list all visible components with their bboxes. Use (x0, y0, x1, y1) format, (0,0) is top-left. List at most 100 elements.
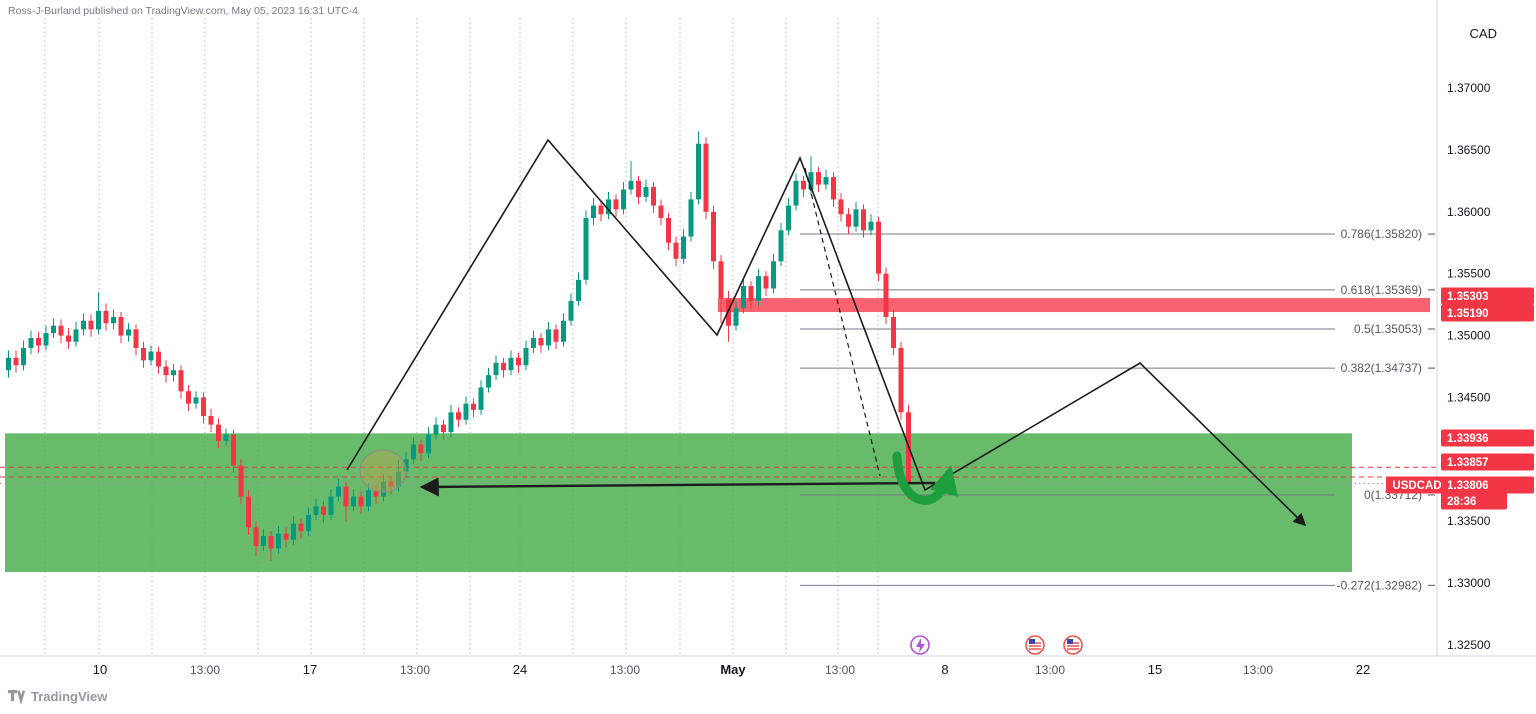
candle (148, 351, 154, 361)
demand-zone-rect[interactable] (5, 433, 1352, 572)
candle (786, 205, 791, 231)
candle (156, 351, 161, 367)
candle (868, 221, 874, 231)
reversal-curved-arrow[interactable] (892, 451, 958, 505)
event-markers-layer[interactable] (910, 635, 1083, 655)
candle (81, 320, 86, 330)
candle (186, 391, 191, 404)
candle (351, 496, 356, 507)
projection-zigzag-path[interactable] (346, 138, 1307, 527)
candle (673, 242, 679, 259)
fib-retracement-layer[interactable]: 0.786(1.35820) 0.618(1.35369) 0.5(1.35053)… (800, 227, 1435, 592)
candle (276, 533, 281, 549)
candle (6, 357, 11, 371)
candle (478, 387, 484, 410)
candle (883, 273, 889, 317)
candle (703, 143, 709, 212)
candle (493, 362, 499, 376)
candle (73, 329, 79, 342)
annotations-layer[interactable] (346, 138, 1307, 527)
candle (823, 177, 829, 185)
retest-left-arrow[interactable] (419, 477, 936, 497)
candle (388, 481, 394, 487)
candle (13, 357, 19, 366)
candle (801, 180, 806, 190)
time-axis-label: May (720, 662, 746, 677)
candle (463, 403, 469, 420)
countdown-badge (1441, 492, 1507, 510)
candle (763, 276, 769, 289)
candle (381, 481, 386, 497)
candle (628, 180, 634, 190)
candle (216, 424, 221, 441)
candle (238, 465, 244, 497)
price-axis-label: 1.36000 (1447, 205, 1491, 219)
fib-level-label: -0.272(1.32982) (1337, 578, 1422, 592)
us-economic-event-icon[interactable] (1063, 635, 1083, 655)
price-axis-background[interactable] (1437, 0, 1536, 714)
candle (178, 370, 184, 392)
time-axis-label: 8 (941, 662, 948, 677)
price-badge (1441, 304, 1534, 322)
tradingview-logo-icon (8, 690, 26, 704)
candle (681, 236, 686, 259)
candle (606, 199, 611, 215)
symbol-badge (1386, 476, 1448, 494)
symbol-badge-text: USDCAD (1392, 480, 1441, 492)
time-axis-label: 17 (303, 662, 317, 677)
candle (21, 347, 26, 366)
candle (253, 527, 259, 546)
candle (838, 199, 844, 215)
candle (36, 338, 41, 346)
attribution: Ross-J-Burland published on TradingView.… (8, 5, 358, 17)
candle (141, 347, 146, 361)
candle (538, 338, 544, 346)
candle (336, 486, 341, 497)
candle (343, 486, 349, 507)
price-badge (1441, 476, 1534, 494)
candle (748, 286, 754, 301)
candle (583, 217, 589, 280)
time-axis-label: 13:00 (825, 663, 855, 677)
candle (598, 205, 604, 215)
price-axis-label: 1.35000 (1447, 329, 1491, 343)
fib-level-label: 0.5(1.35053) (1354, 322, 1422, 336)
candle (193, 397, 199, 404)
entry-highlight-circle[interactable] (359, 449, 407, 493)
tradingview-logo[interactable]: TradingView (8, 688, 107, 704)
candle (111, 316, 116, 324)
candle (891, 316, 896, 348)
fib-trend-dashed-line[interactable] (804, 167, 881, 477)
candle (733, 308, 739, 326)
zones-layer[interactable] (5, 298, 1430, 572)
candle (126, 329, 131, 336)
time-axis-label: 24 (513, 662, 527, 677)
candle (771, 261, 776, 289)
candle (816, 172, 821, 185)
price-badge (1441, 287, 1534, 305)
supply-zone-rect[interactable] (718, 298, 1430, 313)
candle (441, 424, 446, 433)
price-badge (1441, 429, 1534, 447)
price-badge-text: 1.35303 (1447, 291, 1489, 303)
us-economic-event-icon[interactable] (1025, 635, 1045, 655)
countdown-badge-text: 28:36 (1447, 496, 1476, 508)
price-axis-label: 1.33500 (1447, 514, 1491, 528)
candle (231, 434, 236, 466)
candle (396, 471, 401, 487)
candle (268, 536, 274, 549)
price-axis-label: 1.33000 (1447, 576, 1491, 590)
time-axis-background[interactable] (0, 657, 1536, 714)
candle (523, 347, 529, 366)
candle (133, 329, 139, 348)
candle (411, 444, 416, 460)
candle (358, 496, 364, 507)
candle (486, 375, 491, 388)
time-axis-label: 13:00 (400, 663, 430, 677)
candle (711, 211, 716, 262)
candle (51, 325, 56, 334)
candle (591, 205, 596, 218)
candle (546, 329, 551, 346)
